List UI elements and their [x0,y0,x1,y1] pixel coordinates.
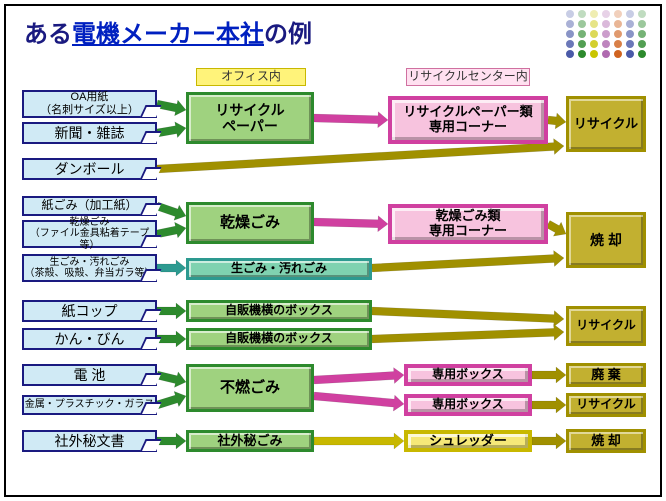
output-o5: リサイクル [566,393,646,417]
office-rp: リサイクル ペーパー [186,92,314,144]
input-oa: OA用紙 （名刺サイズ以上） [22,90,157,118]
input-bat: 電 池 [22,364,157,386]
input-can: かん・びん [22,328,157,350]
office-v1: 自販機横のボックス [186,300,372,322]
office-dg: 乾燥ごみ [186,202,314,244]
input-wt: 生ごみ・汚れごみ （茶殻、吸殻、弁当ガラ等） [22,254,157,282]
input-cb: ダンボール [22,158,157,180]
office-sg: 社外秘ごみ [186,430,314,452]
diagram-canvas: オフィス内 リサイクルセンター内 OA用紙 （名刺サイズ以上） 新聞・雑誌ダンボール紙… [0,0,666,501]
input-np: 新聞・雑誌 [22,122,157,144]
output-o6: 焼 却 [566,429,646,453]
office-wg: 生ごみ・汚れごみ [186,258,372,280]
center-dc: 乾燥ごみ類 専用コーナー [388,204,548,244]
output-o2: 焼 却 [566,212,646,268]
office-fn: 不燃ごみ [186,364,314,412]
input-met: 金属・プラスチック・ガラス [22,395,157,415]
office-header: オフィス内 [196,68,306,86]
output-o4: 廃 棄 [566,363,646,387]
center-sb2: 専用ボックス [404,394,532,416]
input-pw: 紙ごみ（加工紙） [22,196,157,216]
center-header: リサイクルセンター内 [406,68,530,86]
output-o1: リサイクル [566,96,646,152]
output-o3: リサイクル [566,306,646,346]
center-sb1: 専用ボックス [404,364,532,386]
input-dr: 乾燥ごみ （ファイル金具粘着テープ等） [22,220,157,248]
center-sh: シュレッダー [404,430,532,452]
input-sec: 社外秘文書 [22,430,157,452]
center-rc: リサイクルペーパー類 専用コーナー [388,96,548,144]
input-cup: 紙コップ [22,300,157,322]
office-v2: 自販機横のボックス [186,328,372,350]
